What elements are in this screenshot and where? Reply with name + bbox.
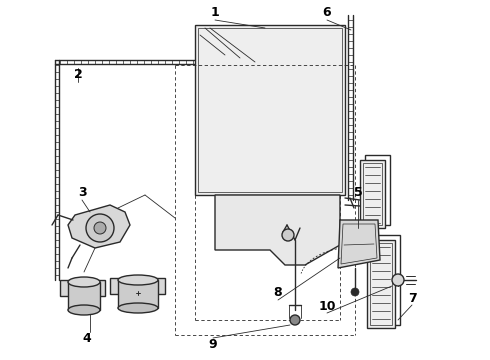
Polygon shape xyxy=(360,160,385,228)
Circle shape xyxy=(282,229,294,241)
Text: 6: 6 xyxy=(323,5,331,18)
Polygon shape xyxy=(338,220,380,268)
Circle shape xyxy=(94,222,106,234)
Circle shape xyxy=(86,214,114,242)
Ellipse shape xyxy=(68,277,100,287)
Ellipse shape xyxy=(118,303,158,313)
Text: 1: 1 xyxy=(211,5,220,18)
Text: 4: 4 xyxy=(83,332,91,345)
Ellipse shape xyxy=(68,305,100,315)
Polygon shape xyxy=(195,25,345,195)
Polygon shape xyxy=(110,278,165,294)
Text: 5: 5 xyxy=(354,185,363,198)
Text: 10: 10 xyxy=(318,300,336,312)
Ellipse shape xyxy=(118,275,158,285)
Polygon shape xyxy=(367,240,395,328)
Circle shape xyxy=(351,288,359,296)
Circle shape xyxy=(290,315,300,325)
Polygon shape xyxy=(68,205,130,248)
Text: 3: 3 xyxy=(78,185,86,198)
Polygon shape xyxy=(60,280,105,296)
Text: 8: 8 xyxy=(274,285,282,298)
Polygon shape xyxy=(365,155,390,225)
Polygon shape xyxy=(372,235,400,325)
Text: 9: 9 xyxy=(209,338,217,351)
Polygon shape xyxy=(215,195,340,265)
Text: 2: 2 xyxy=(74,68,82,81)
Polygon shape xyxy=(68,282,100,310)
Text: 7: 7 xyxy=(408,292,416,305)
Circle shape xyxy=(392,274,404,286)
Polygon shape xyxy=(118,280,158,308)
